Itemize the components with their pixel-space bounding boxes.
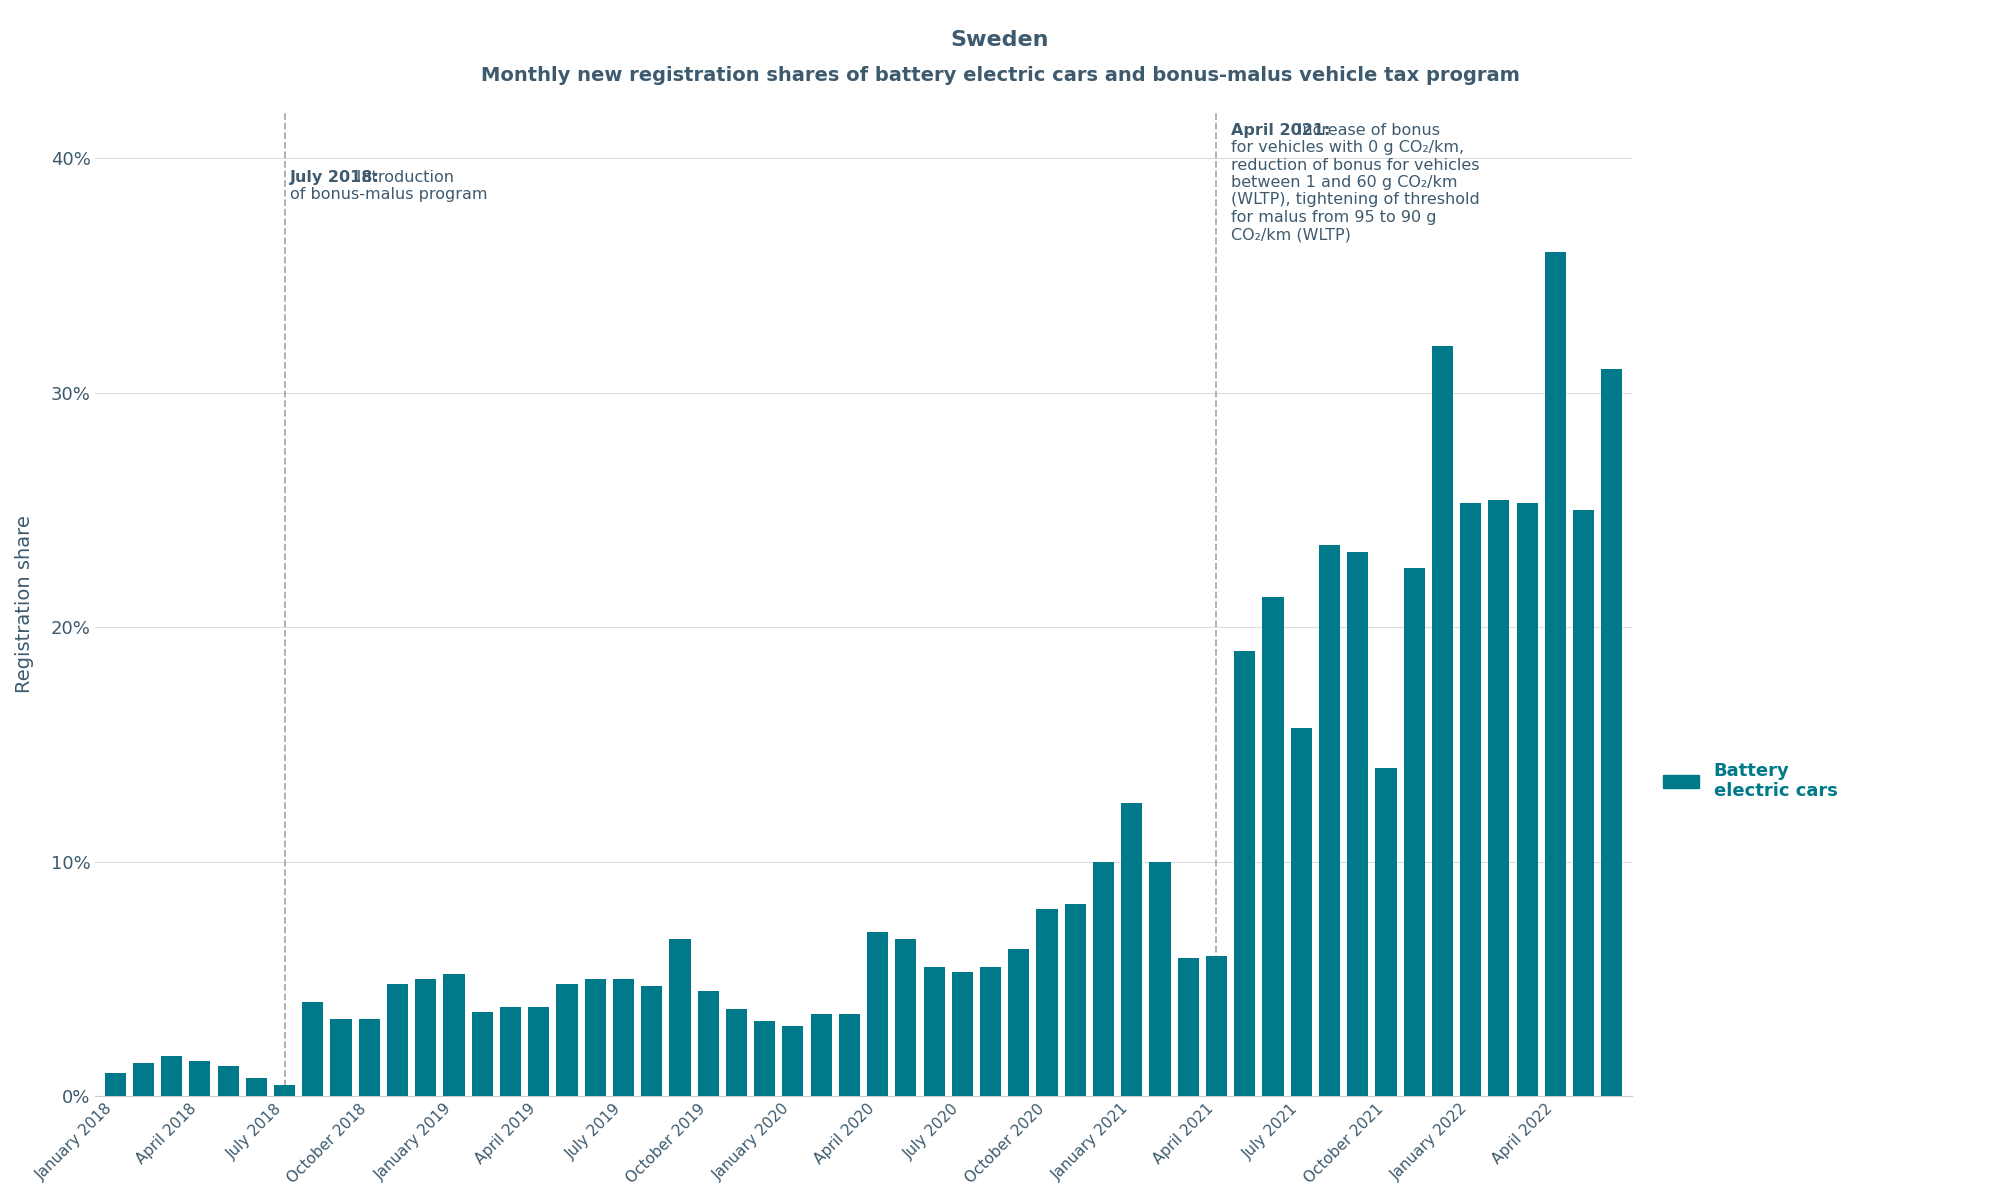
Bar: [1150, 861, 1170, 1097]
Bar: [1602, 369, 1622, 1097]
Bar: [1544, 252, 1566, 1097]
Bar: [612, 979, 634, 1097]
Bar: [1234, 651, 1256, 1097]
Bar: [1574, 510, 1594, 1097]
Bar: [1376, 767, 1396, 1097]
Bar: [924, 967, 944, 1097]
Text: Introduction
of bonus-malus program: Introduction of bonus-malus program: [290, 169, 488, 202]
Bar: [218, 1065, 238, 1097]
Bar: [726, 1010, 748, 1097]
Bar: [1008, 949, 1030, 1097]
Bar: [386, 984, 408, 1097]
Bar: [274, 1085, 296, 1097]
Bar: [896, 939, 916, 1097]
Bar: [838, 1014, 860, 1097]
Bar: [500, 1008, 522, 1097]
Bar: [330, 1018, 352, 1097]
Text: July 2018:: July 2018:: [290, 169, 380, 185]
Bar: [190, 1062, 210, 1097]
Bar: [528, 1008, 550, 1097]
Bar: [104, 1072, 126, 1097]
Bar: [302, 1003, 324, 1097]
Y-axis label: Registration share: Registration share: [14, 515, 34, 693]
Bar: [642, 986, 662, 1097]
Legend: Battery
electric cars: Battery electric cars: [1656, 754, 1844, 807]
Bar: [1488, 501, 1510, 1097]
Bar: [1064, 904, 1086, 1097]
Bar: [1262, 597, 1284, 1097]
Bar: [1036, 909, 1058, 1097]
Bar: [1516, 503, 1538, 1097]
Bar: [782, 1026, 804, 1097]
Bar: [444, 974, 464, 1097]
Bar: [868, 932, 888, 1097]
Bar: [132, 1063, 154, 1097]
Bar: [952, 972, 972, 1097]
Bar: [1348, 552, 1368, 1097]
Text: April 2021:: April 2021:: [1230, 123, 1330, 138]
Bar: [1290, 728, 1312, 1097]
Bar: [556, 984, 578, 1097]
Bar: [584, 979, 606, 1097]
Bar: [246, 1077, 266, 1097]
Bar: [1122, 803, 1142, 1097]
Bar: [698, 991, 718, 1097]
Bar: [1404, 568, 1424, 1097]
Bar: [358, 1018, 380, 1097]
Bar: [1206, 956, 1228, 1097]
Text: Increase of bonus
for vehicles with 0 g CO₂/km,
reduction of bonus for vehicles
: Increase of bonus for vehicles with 0 g …: [1230, 123, 1480, 243]
Bar: [1432, 346, 1452, 1097]
Bar: [1178, 958, 1198, 1097]
Bar: [416, 979, 436, 1097]
Text: Monthly new registration shares of battery electric cars and bonus-malus vehicle: Monthly new registration shares of batte…: [480, 66, 1520, 85]
Bar: [670, 939, 690, 1097]
Bar: [472, 1011, 492, 1097]
Text: Sweden: Sweden: [950, 30, 1050, 50]
Bar: [754, 1021, 776, 1097]
Bar: [980, 967, 1002, 1097]
Bar: [1460, 503, 1482, 1097]
Bar: [1092, 861, 1114, 1097]
Bar: [162, 1057, 182, 1097]
Bar: [1318, 545, 1340, 1097]
Bar: [810, 1014, 832, 1097]
